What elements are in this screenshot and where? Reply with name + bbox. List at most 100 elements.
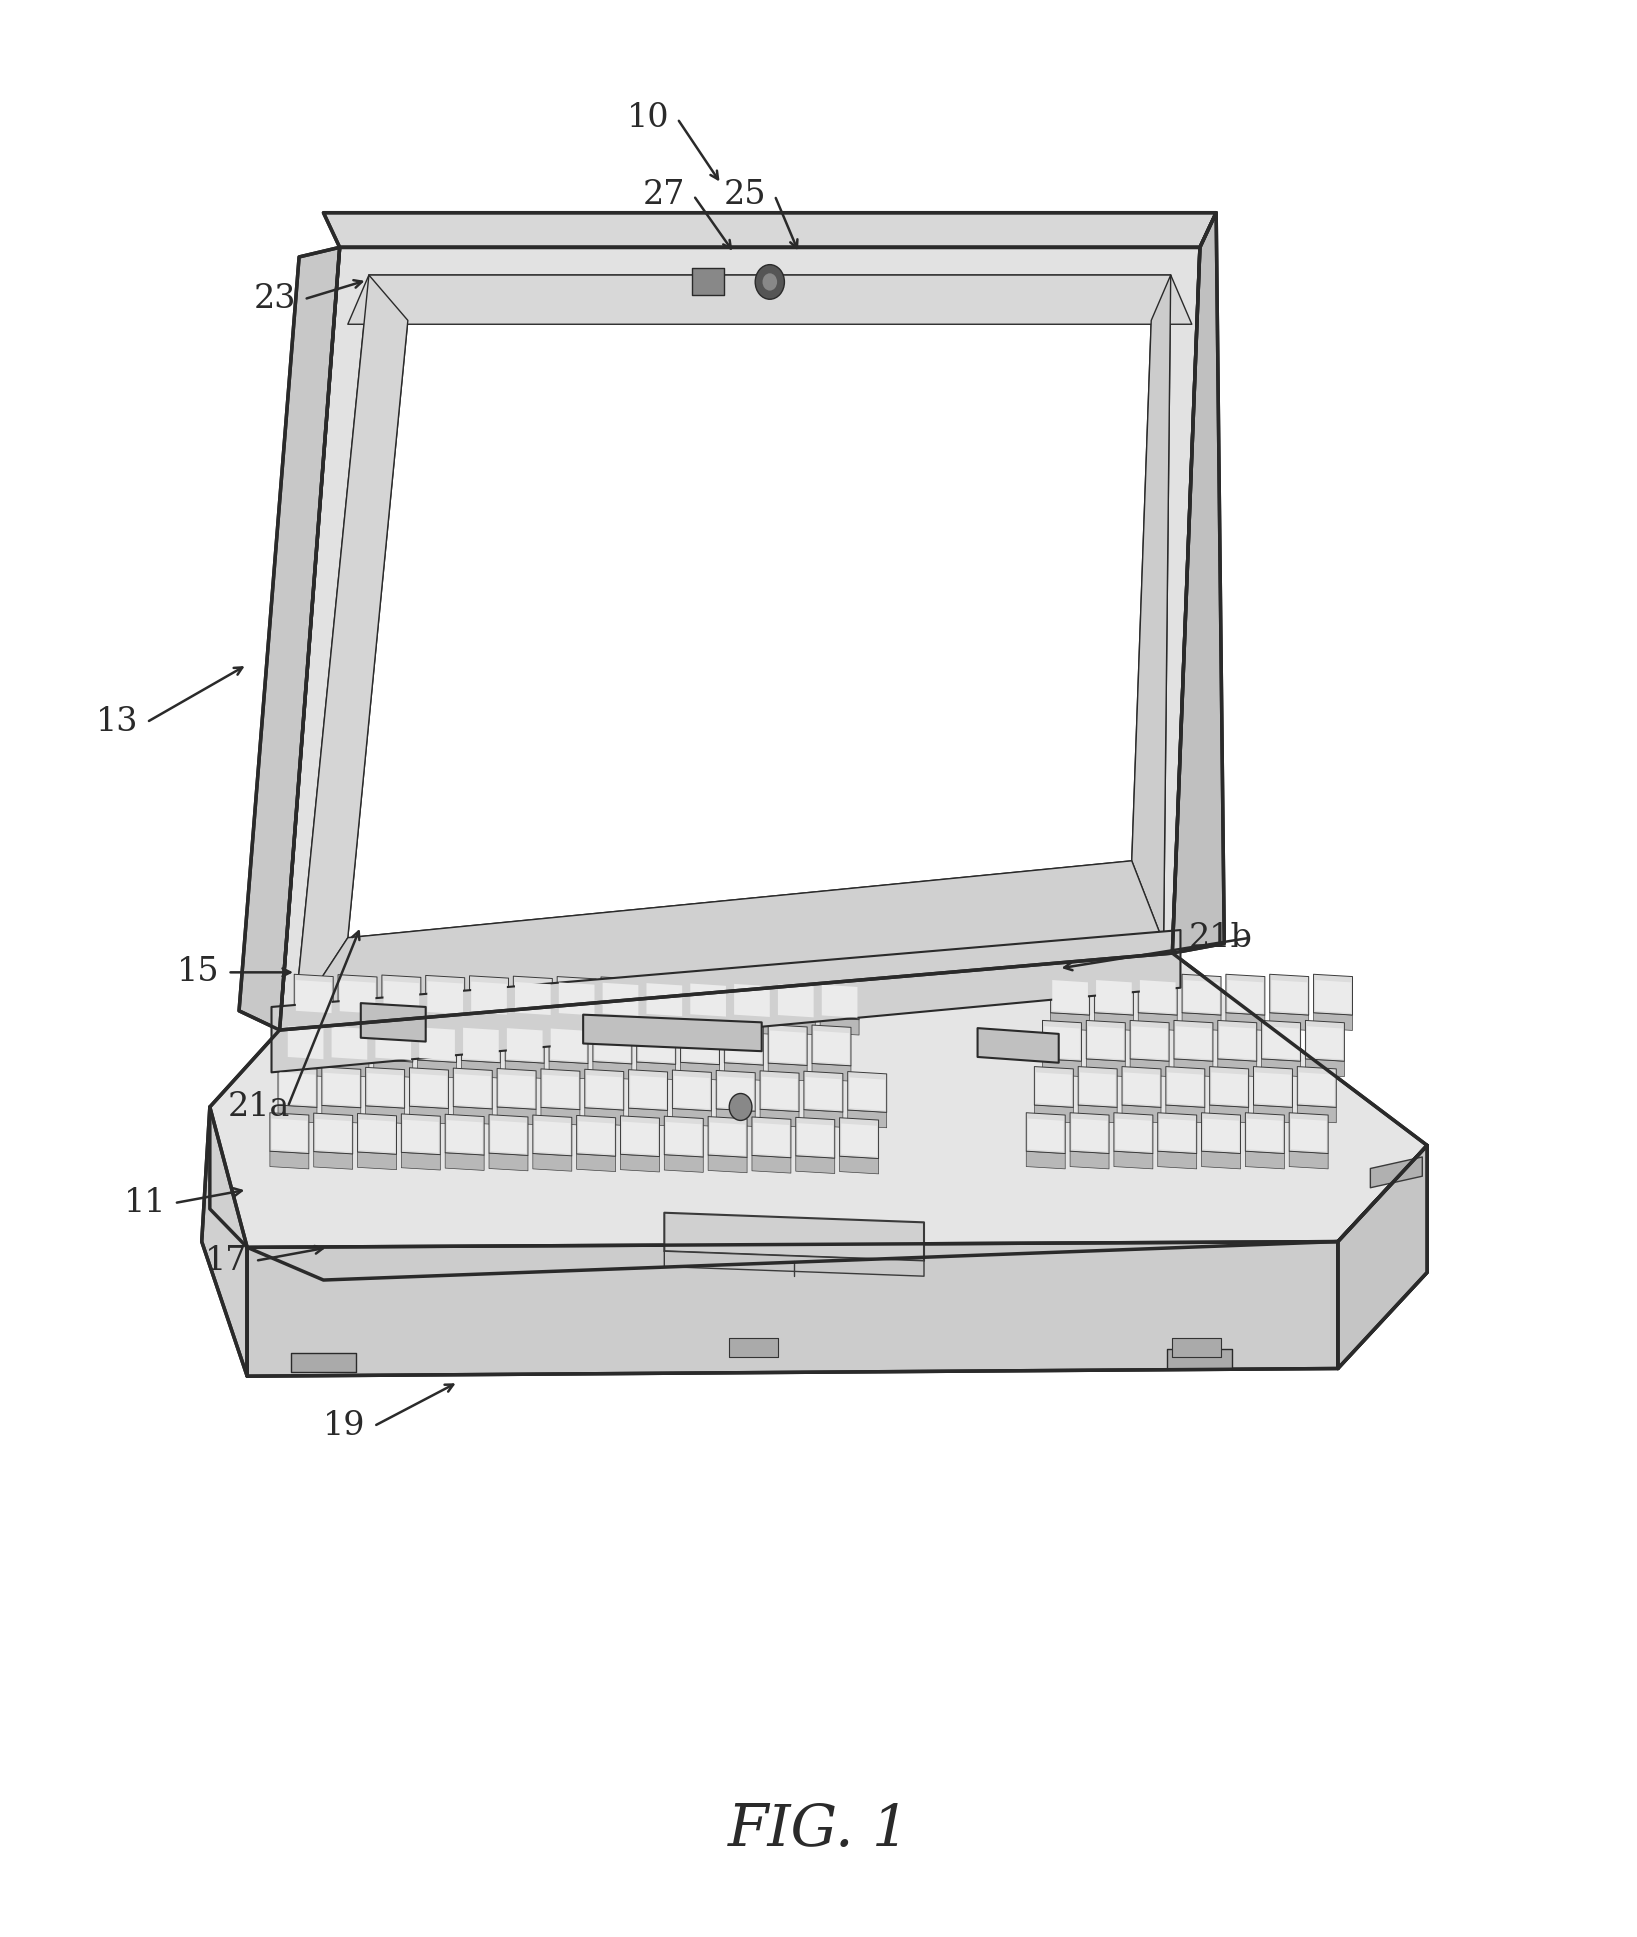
Polygon shape: [848, 1110, 887, 1127]
Polygon shape: [557, 976, 596, 1017]
Text: 27: 27: [643, 180, 686, 211]
Polygon shape: [295, 974, 334, 1015]
Polygon shape: [507, 1029, 542, 1061]
Circle shape: [728, 1094, 751, 1120]
Polygon shape: [1175, 1027, 1211, 1060]
Polygon shape: [1228, 980, 1264, 1013]
Polygon shape: [673, 1108, 712, 1125]
Polygon shape: [683, 1030, 719, 1063]
Polygon shape: [1167, 1073, 1203, 1106]
Polygon shape: [1226, 974, 1265, 1015]
Polygon shape: [1095, 974, 1133, 1015]
Polygon shape: [629, 1069, 668, 1110]
Polygon shape: [1305, 1021, 1344, 1061]
Polygon shape: [647, 984, 683, 1017]
Polygon shape: [1184, 980, 1220, 1013]
Polygon shape: [1262, 1060, 1300, 1077]
Polygon shape: [339, 974, 377, 1015]
Polygon shape: [1138, 974, 1177, 1015]
Polygon shape: [812, 1063, 851, 1081]
Polygon shape: [548, 1061, 588, 1079]
Polygon shape: [426, 1013, 465, 1032]
Polygon shape: [725, 1030, 761, 1063]
Polygon shape: [768, 1063, 807, 1081]
Polygon shape: [732, 1017, 771, 1034]
Polygon shape: [286, 1021, 326, 1061]
Polygon shape: [724, 1063, 763, 1081]
Polygon shape: [1202, 1151, 1241, 1168]
Polygon shape: [272, 1118, 308, 1153]
Circle shape: [763, 273, 778, 291]
Polygon shape: [692, 269, 724, 296]
Polygon shape: [841, 1123, 877, 1156]
Polygon shape: [1218, 1060, 1257, 1077]
Polygon shape: [584, 1069, 624, 1110]
Polygon shape: [848, 1071, 887, 1112]
Polygon shape: [1113, 1112, 1152, 1154]
Polygon shape: [1115, 1118, 1151, 1153]
Polygon shape: [822, 984, 858, 1017]
Polygon shape: [270, 1112, 309, 1154]
Polygon shape: [381, 1013, 421, 1030]
Polygon shape: [820, 978, 859, 1019]
Polygon shape: [1264, 1027, 1298, 1060]
Polygon shape: [710, 1122, 745, 1156]
Polygon shape: [278, 1104, 318, 1123]
Polygon shape: [1272, 980, 1306, 1013]
Polygon shape: [453, 1106, 493, 1123]
Polygon shape: [1026, 1112, 1066, 1154]
Polygon shape: [593, 1061, 632, 1079]
Polygon shape: [471, 982, 507, 1015]
Polygon shape: [637, 1061, 676, 1079]
Polygon shape: [373, 1060, 413, 1077]
Polygon shape: [316, 1120, 350, 1153]
Polygon shape: [417, 1060, 457, 1077]
Text: 13: 13: [97, 707, 139, 738]
Polygon shape: [403, 1120, 439, 1153]
Polygon shape: [638, 1029, 674, 1061]
Polygon shape: [314, 1153, 352, 1170]
Text: 21b: 21b: [1188, 922, 1252, 953]
Polygon shape: [1370, 1156, 1423, 1187]
Polygon shape: [1087, 1021, 1125, 1061]
Polygon shape: [732, 978, 771, 1019]
Polygon shape: [1292, 1118, 1326, 1153]
Polygon shape: [796, 1156, 835, 1174]
Polygon shape: [365, 1106, 404, 1123]
Polygon shape: [753, 1123, 789, 1156]
Polygon shape: [453, 1067, 493, 1108]
Polygon shape: [1072, 1118, 1107, 1153]
Polygon shape: [804, 1071, 843, 1112]
Polygon shape: [1130, 1021, 1169, 1061]
Polygon shape: [665, 1251, 923, 1276]
Polygon shape: [381, 974, 421, 1015]
Polygon shape: [514, 1015, 552, 1032]
Polygon shape: [498, 1069, 535, 1110]
Polygon shape: [760, 1071, 799, 1112]
Polygon shape: [506, 1061, 543, 1079]
Polygon shape: [820, 1017, 859, 1034]
Polygon shape: [462, 1060, 501, 1079]
Polygon shape: [411, 1073, 447, 1106]
Polygon shape: [417, 1021, 457, 1061]
Polygon shape: [447, 1120, 483, 1153]
Polygon shape: [691, 984, 725, 1017]
Polygon shape: [1182, 1013, 1221, 1030]
Polygon shape: [689, 1017, 727, 1034]
Polygon shape: [1218, 1021, 1257, 1061]
Polygon shape: [622, 1122, 658, 1154]
Polygon shape: [1306, 1027, 1342, 1060]
Polygon shape: [278, 1067, 318, 1108]
Polygon shape: [594, 1029, 630, 1061]
Polygon shape: [1138, 1013, 1177, 1030]
Text: 19: 19: [322, 1410, 365, 1443]
Polygon shape: [630, 1075, 666, 1108]
Polygon shape: [489, 1114, 529, 1156]
Polygon shape: [1298, 1073, 1334, 1106]
Polygon shape: [1247, 1118, 1283, 1153]
Polygon shape: [295, 275, 408, 1019]
Polygon shape: [1174, 1021, 1213, 1061]
Polygon shape: [717, 1071, 755, 1112]
Polygon shape: [778, 984, 814, 1017]
Polygon shape: [1313, 974, 1352, 1015]
